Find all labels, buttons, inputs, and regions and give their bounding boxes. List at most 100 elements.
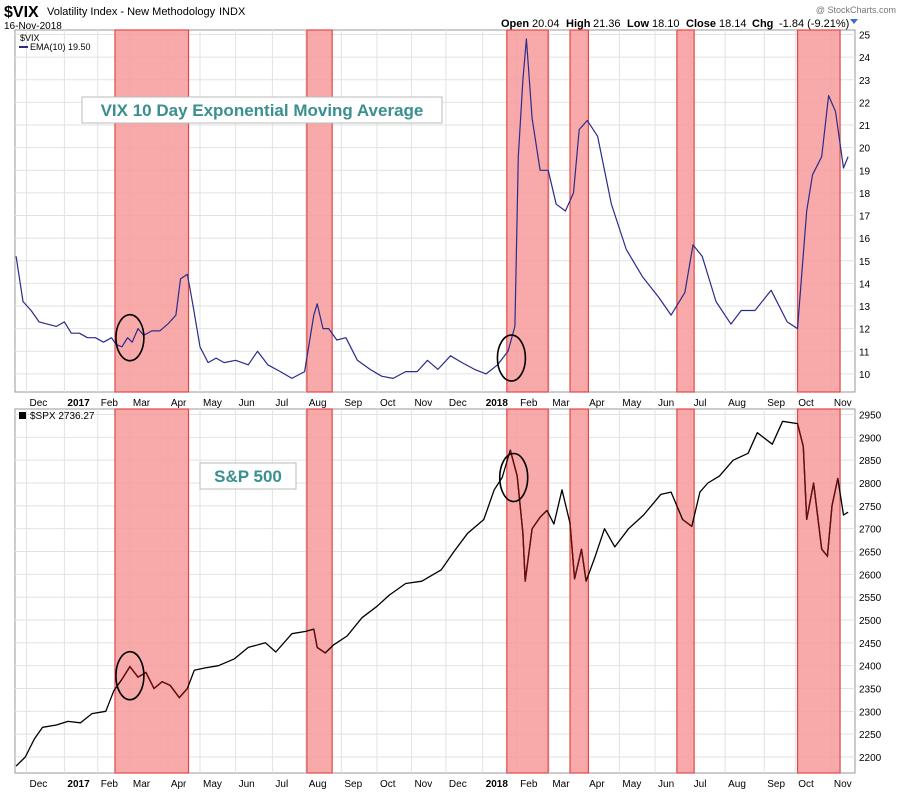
vix-x-tick-label: 2018 [486,398,509,409]
spx-x-tick-label: Oct [798,779,814,790]
vix-circle-annotation [496,334,527,382]
spx-x-tick-label: Jun [658,779,674,790]
spx-y-tick-label: 2900 [859,433,882,444]
spx-x-tick-label: Nov [414,779,432,790]
spx-x-tick-label: Oct [380,779,396,790]
spx-y-tick-label: 2600 [859,570,882,581]
spx-x-tick-label: Mar [552,779,570,790]
vix-y-tick-label: 10 [859,370,871,381]
spx-band-segment [509,449,548,582]
vix-series-line [15,38,849,379]
vix-annotation-box [81,96,443,124]
spx-annotation-box [199,462,297,490]
vix-x-tick-label: Feb [101,398,119,409]
spx-x-tick-label: 2018 [486,779,509,790]
spx-x-tick-label: May [203,779,222,790]
spx-band-segment [569,523,587,582]
vix-y-tick-label: 15 [859,257,871,268]
spx-highlight-band [114,408,190,774]
spx-y-tick-label: 2550 [859,593,882,604]
high-label: High [566,18,591,30]
open-value: 20.04 [532,18,560,30]
vix-y-tick-label: 20 [859,144,871,155]
chg-label: Chg [752,18,773,30]
spx-circle-annotation [498,452,529,503]
vix-x-tick-label: 2017 [67,398,90,409]
vix-x-tick-label: Dec [449,398,467,409]
spx-highlight-band [306,408,333,774]
spx-circle-annotation [115,650,145,701]
chg-dropdown-icon[interactable] [850,19,858,24]
symbol-description: Volatility Index - New Methodology [47,6,216,18]
spx-y-tick-label: 2450 [859,639,882,650]
spx-x-tick-label: Nov [834,779,852,790]
vix-y-tick-label: 16 [859,234,871,245]
vix-x-tick-label: Apr [171,398,187,409]
vix-x-tick-label: Sep [767,398,785,409]
low-label: Low [627,18,649,30]
spx-y-tick-label: 2650 [859,547,882,558]
vix-x-tick-label: Sep [344,398,362,409]
spx-x-tick-label: Jun [239,779,255,790]
spx-band-segment [682,518,693,527]
vix-y-tick-label: 17 [859,212,871,223]
spx-x-tick-label: Feb [520,779,538,790]
vix-legend-item: $VIX [20,33,40,43]
vix-x-tick-label: Feb [520,398,538,409]
vix-y-tick-label: 21 [859,121,871,132]
spx-legend-swatch [19,412,26,419]
vix-y-tick-label: 18 [859,189,871,200]
vix-y-tick-label: 25 [859,31,871,42]
vix-x-tick-label: Jul [694,398,707,409]
spx-highlight-band [506,408,549,774]
spx-x-tick-label: Dec [29,779,47,790]
vix-y-tick-label: 12 [859,325,871,336]
low-value: 18.10 [652,18,680,30]
spx-panel: 2200 2250 2300 2350 2400 2450 2500 2550 2600 2650… [14,408,882,790]
spx-y-tick-label: 2350 [859,685,882,696]
spx-x-tick-label: Dec [449,779,467,790]
spx-y-tick-label: 2800 [859,479,882,490]
vix-x-tick-label: Mar [133,398,151,409]
vix-y-tick-label: 11 [859,347,870,358]
vix-x-tick-label: Nov [834,398,852,409]
spx-band-segment [121,665,188,699]
spx-highlight-band [676,408,695,774]
spx-y-tick-label: 2400 [859,662,882,673]
spx-y-tick-label: 2200 [859,753,882,764]
open-label: Open [501,18,529,30]
vix-x-tick-label: Aug [309,398,327,409]
high-value: 21.36 [593,18,621,30]
exchange-label: INDX [219,6,246,18]
spx-x-tick-label: Mar [133,779,151,790]
vix-x-tick-label: May [622,398,641,409]
chart-date: 16-Nov-2018 [4,21,62,32]
vix-highlight-band [569,29,590,393]
vix-x-tick-label: Jun [239,398,255,409]
close-label: Close [686,18,716,30]
spx-x-tick-label: Jul [275,779,288,790]
spx-y-tick-label: 2950 [859,410,882,421]
spx-annotation-text: S&P 500 [214,467,282,486]
spx-x-tick-label: Apr [171,779,187,790]
vix-highlight-band [796,29,841,393]
vix-y-tick-label: 14 [859,279,871,290]
vix-y-tick-label: 24 [859,53,871,64]
vix-x-tick-label: Jul [275,398,288,409]
spx-x-tick-label: Jul [694,779,707,790]
symbol-title: $VIX [4,4,39,21]
vix-x-tick-label: May [203,398,222,409]
vix-x-tick-label: Aug [728,398,746,409]
vix-y-tick-label: 19 [859,166,871,177]
vix-y-tick-label: 13 [859,302,871,313]
spx-band-segment [313,628,326,654]
spx-x-tick-label: Sep [344,779,362,790]
vix-x-tick-label: Nov [414,398,432,409]
spx-x-tick-label: Feb [101,779,119,790]
vix-x-tick-label: Apr [589,398,605,409]
spx-y-tick-label: 2750 [859,502,882,513]
vix-annotation-text: VIX 10 Day Exponential Moving Average [101,101,424,120]
vix-x-tick-label: Oct [798,398,814,409]
